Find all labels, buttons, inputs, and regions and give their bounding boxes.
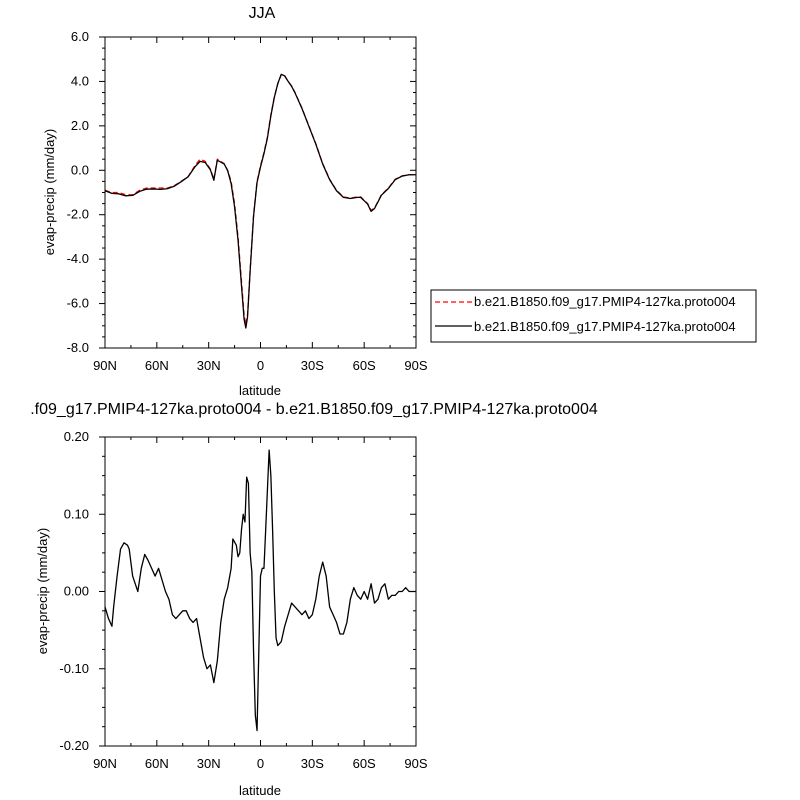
- bottom-chart-title: .f09_g17.PMIP4-127ka.proto004 - b.e21.B1…: [30, 401, 598, 418]
- bottom-x-tick-label: 30S: [301, 756, 324, 771]
- bottom-y-tick-label: 0.10: [64, 506, 89, 521]
- top-series-line-1: [104, 73, 416, 329]
- top-y-tick-label: 0.0: [71, 162, 89, 177]
- top-x-tick-label: 0: [257, 358, 264, 373]
- top-y-tick-label: 2.0: [71, 118, 89, 133]
- bottom-x-tick-label: 0: [257, 756, 264, 771]
- top-x-tick-label: 60N: [145, 358, 169, 373]
- bottom-series-layer: [104, 449, 416, 732]
- top-x-tick-label: 30S: [301, 358, 324, 373]
- top-y-tick-label: -6.0: [67, 296, 89, 311]
- top-x-tick-label: 60S: [353, 358, 376, 373]
- bottom-y-tick-label: 0.20: [64, 429, 89, 444]
- bottom-y-tick-label: -0.20: [59, 738, 89, 753]
- top-y-tick-label: -4.0: [67, 251, 89, 266]
- top-x-tick-label: 30N: [197, 358, 221, 373]
- bottom-x-tick-label: 60S: [353, 756, 376, 771]
- top-plot-frame: [104, 36, 417, 349]
- top-panel: JJA 90N 60N 30N 0 30S 60S 90S 6.0 4.0 2.0 0.0 -2.0 -…: [42, 5, 428, 398]
- top-chart-title: JJA: [249, 5, 276, 22]
- top-series-line-0: [104, 74, 416, 326]
- top-y-tick-label: -8.0: [67, 340, 89, 355]
- top-x-axis-label: latitude: [239, 383, 281, 398]
- bottom-y-tick-label: 0.00: [64, 584, 89, 599]
- bottom-panel: .f09_g17.PMIP4-127ka.proto004 - b.e21.B1…: [30, 401, 598, 798]
- top-ticks-layer: 90N 60N 30N 0 30S 60S 90S 6.0 4.0 2.0 0.0 -2.0 -4.0 -…: [67, 29, 428, 373]
- top-x-tick-label: 90S: [404, 358, 427, 373]
- bottom-x-tick-label: 30N: [197, 756, 221, 771]
- legend-label-1: b.e21.B1850.f09_g17.PMIP4-127ka.proto004: [474, 294, 736, 309]
- top-y-axis-label: evap-precip (mm/day): [42, 129, 57, 255]
- bottom-x-tick-label: 90N: [93, 756, 117, 771]
- bottom-y-axis-label: evap-precip (mm/day): [35, 528, 50, 654]
- bottom-ticks-layer: 90N 60N 30N 0 30S 60S 90S 0.20 0.10 0.00 -0.10 -0.2…: [59, 429, 428, 771]
- bottom-y-tick-label: -0.10: [59, 661, 89, 676]
- top-x-tick-label: 90N: [93, 358, 117, 373]
- bottom-x-tick-label: 60N: [145, 756, 169, 771]
- top-y-tick-label: -2.0: [67, 207, 89, 222]
- bottom-series-line-0: [104, 449, 416, 732]
- top-y-tick-label: 6.0: [71, 29, 89, 44]
- legend: b.e21.B1850.f09_g17.PMIP4-127ka.proto004…: [430, 289, 757, 343]
- top-y-tick-label: 4.0: [71, 73, 89, 88]
- legend-box: [430, 289, 757, 343]
- bottom-x-tick-label: 90S: [404, 756, 427, 771]
- bottom-x-axis-label: latitude: [239, 783, 281, 798]
- top-series-layer: [104, 73, 416, 329]
- legend-label-2: b.e21.B1850.f09_g17.PMIP4-127ka.proto004: [474, 319, 736, 334]
